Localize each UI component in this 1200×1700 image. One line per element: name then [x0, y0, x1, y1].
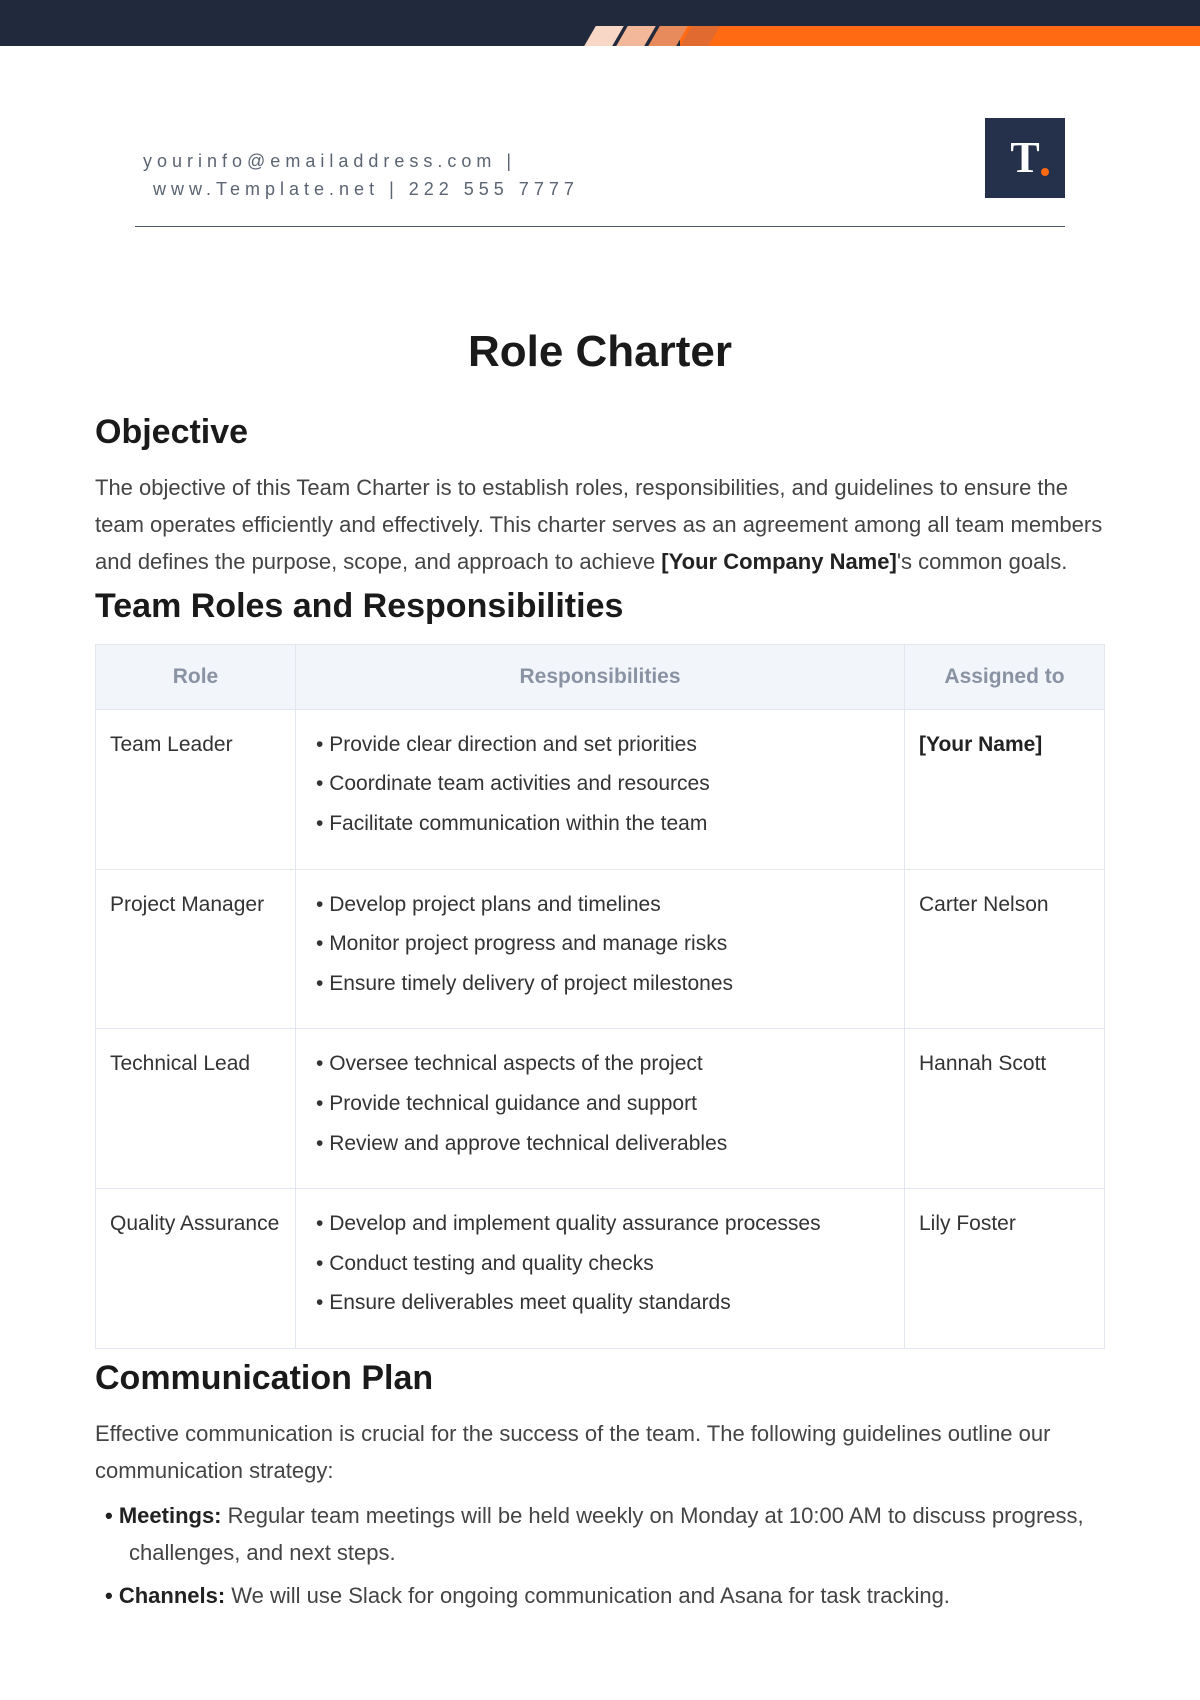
role-cell: Quality Assurance [96, 1189, 296, 1349]
responsibility-item: Develop project plans and timelines [316, 888, 890, 922]
col-responsibilities: Responsibilities [296, 644, 905, 709]
col-assigned: Assigned to [905, 644, 1105, 709]
communication-item: Meetings: Regular team meetings will be … [105, 1498, 1105, 1572]
responsibilities-cell: Develop and implement quality assurance … [296, 1189, 905, 1349]
contact-line-1: yourinfo@emailaddress.com | [143, 148, 579, 176]
logo-dot-icon [1041, 168, 1049, 176]
roles-table: Role Responsibilities Assigned to Team L… [95, 644, 1105, 1349]
responsibilities-list: Oversee technical aspects of the project… [310, 1047, 890, 1160]
top-header-bar [0, 0, 1200, 46]
responsibilities-list: Provide clear direction and set prioriti… [310, 728, 890, 841]
responsibility-item: Provide clear direction and set prioriti… [316, 728, 890, 762]
communication-item: Channels: We will use Slack for ongoing … [105, 1578, 1105, 1615]
assigned-cell: Carter Nelson [905, 869, 1105, 1029]
page-title: Role Charter [95, 327, 1105, 377]
col-role: Role [96, 644, 296, 709]
role-cell: Technical Lead [96, 1029, 296, 1189]
objective-heading: Objective [95, 413, 1105, 452]
logo-letter: T [1010, 136, 1039, 180]
table-row: Technical LeadOversee technical aspects … [96, 1029, 1105, 1189]
table-row: Project ManagerDevelop project plans and… [96, 869, 1105, 1029]
responsibilities-cell: Provide clear direction and set prioriti… [296, 709, 905, 869]
responsibility-item: Facilitate communication within the team [316, 807, 890, 841]
header-orange-stripe [680, 26, 1200, 46]
contact-line-2: www.Template.net | 222 555 7777 [143, 176, 579, 204]
communication-intro: Effective communication is crucial for t… [95, 1416, 1105, 1490]
document-page: yourinfo@emailaddress.com | www.Template… [0, 46, 1200, 1615]
responsibilities-cell: Oversee technical aspects of the project… [296, 1029, 905, 1189]
responsibilities-cell: Develop project plans and timelines Monit… [296, 869, 905, 1029]
letterhead: yourinfo@emailaddress.com | www.Template… [135, 46, 1065, 227]
table-row: Team Leader Provide clear direction and s… [96, 709, 1105, 869]
role-cell: Project Manager [96, 869, 296, 1029]
table-row: Quality Assurance Develop and implement q… [96, 1189, 1105, 1349]
table-header-row: Role Responsibilities Assigned to [96, 644, 1105, 709]
responsibility-item: Coordinate team activities and resources [316, 767, 890, 801]
assigned-cell: Hannah Scott [905, 1029, 1105, 1189]
role-cell: Team Leader [96, 709, 296, 869]
responsibility-item: Conduct testing and quality checks [316, 1247, 890, 1281]
objective-post: 's common goals. [897, 549, 1068, 574]
responsibility-item: Develop and implement quality assurance … [316, 1207, 890, 1241]
company-placeholder: [Your Company Name] [661, 549, 897, 574]
responsibilities-list: Develop and implement quality assurance … [310, 1207, 890, 1320]
communication-list: Meetings: Regular team meetings will be … [95, 1498, 1105, 1615]
responsibility-item: Provide technical guidance and support [316, 1087, 890, 1121]
communication-heading: Communication Plan [95, 1359, 1105, 1398]
assigned-cell: Lily Foster [905, 1189, 1105, 1349]
responsibility-item: Monitor project progress and manage risk… [316, 927, 890, 961]
assigned-cell: [Your Name] [905, 709, 1105, 869]
document-body: Role Charter Objective The objective of … [95, 227, 1105, 1615]
logo: T [985, 118, 1065, 198]
responsibilities-list: Develop project plans and timelines Monit… [310, 888, 890, 1001]
responsibility-item: Review and approve technical deliverable… [316, 1127, 890, 1161]
responsibility-item: Oversee technical aspects of the project [316, 1047, 890, 1081]
responsibility-item: Ensure timely delivery of project milest… [316, 967, 890, 1001]
contact-block: yourinfo@emailaddress.com | www.Template… [135, 148, 579, 204]
responsibility-item: Ensure deliverables meet quality standar… [316, 1286, 890, 1320]
roles-heading: Team Roles and Responsibilities [95, 587, 1105, 626]
objective-text: The objective of this Team Charter is to… [95, 470, 1105, 581]
